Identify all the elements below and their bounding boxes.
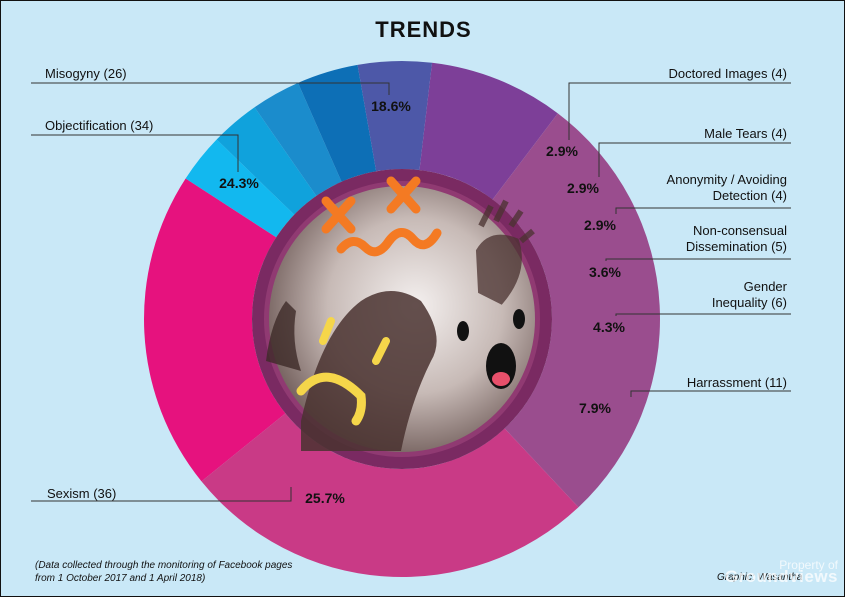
leader-line — [598, 142, 791, 177]
leader-line — [615, 207, 791, 214]
category-label: Inequality (6) — [712, 295, 787, 310]
watermark-line-2: Groundviews — [724, 567, 838, 586]
leader-line — [31, 487, 292, 502]
percent-label: 3.6% — [589, 264, 621, 280]
x-eye-left-icon — [321, 196, 356, 234]
slice-misogyny — [143, 178, 286, 482]
sad-mouth-icon — [296, 372, 366, 426]
silhouette-hand-left — [266, 301, 301, 371]
silhouette-figure — [301, 291, 437, 451]
slice-harrassment — [419, 62, 558, 200]
category-label: Detection (4) — [713, 188, 787, 203]
labels-layer: 18.6% Misogyny (26) 2.9% Doctored Images (4… — [31, 66, 791, 506]
silhouette-hand-right — [475, 199, 535, 305]
slice-sexism — [492, 113, 660, 508]
center-illustration — [266, 176, 535, 452]
slice-gender-inequality — [357, 61, 433, 172]
data-source-note: (Data collected through the monitoring o… — [35, 559, 355, 585]
footnote-line-2: from 1 October 2017 and 1 April 2018) — [35, 573, 206, 584]
slice-anonymity-avoiding-detection — [254, 82, 342, 196]
slice-non-consensual-dissemination — [298, 64, 377, 182]
category-label: Male Tears (4) — [704, 126, 787, 141]
category-label: Doctored Images (4) — [669, 66, 788, 81]
leader-line — [605, 258, 791, 261]
eye-right-icon — [513, 309, 525, 329]
percent-label: 2.9% — [567, 180, 599, 196]
category-label: Harrassment (11) — [687, 375, 787, 390]
graphic-credit: Graphic: Wasantha — [717, 572, 803, 583]
slice-doctored-images — [185, 139, 295, 238]
sad-eyes-icon — [319, 317, 390, 365]
slice-objectification — [201, 413, 579, 577]
leader-line — [615, 313, 791, 316]
percent-label: 24.3% — [219, 175, 259, 191]
category-label: Dissemination (5) — [686, 239, 787, 254]
x-eye-right-icon — [386, 176, 421, 214]
category-label: Gender — [744, 279, 788, 294]
leader-line — [630, 390, 791, 397]
category-label: Misogyny (26) — [45, 66, 127, 81]
eye-left-icon — [457, 321, 469, 341]
tongue-icon — [492, 372, 510, 386]
category-label: Non-consensual — [693, 223, 787, 238]
percent-label: 4.3% — [593, 319, 625, 335]
slice-male-tears — [216, 107, 317, 215]
leader-line — [31, 82, 390, 95]
watermark: Property of Groundviews — [724, 558, 838, 586]
percent-label: 18.6% — [371, 98, 411, 114]
category-label: Sexism (36) — [47, 486, 116, 501]
percent-label: 25.7% — [305, 490, 345, 506]
category-label: Objectification (34) — [45, 118, 153, 133]
chart-title: TRENDS — [375, 17, 472, 42]
category-label: Anonymity / Avoiding — [667, 172, 787, 187]
leader-line — [568, 82, 791, 140]
leader-line — [31, 134, 239, 172]
percent-label: 2.9% — [584, 217, 616, 233]
slices-layer — [143, 61, 660, 577]
percent-label: 7.9% — [579, 400, 611, 416]
footnote-line-1: (Data collected through the monitoring o… — [35, 560, 293, 571]
watermark-line-1: Property of — [779, 558, 838, 572]
percent-label: 2.9% — [546, 143, 578, 159]
squiggle-mouth-icon — [336, 228, 442, 257]
